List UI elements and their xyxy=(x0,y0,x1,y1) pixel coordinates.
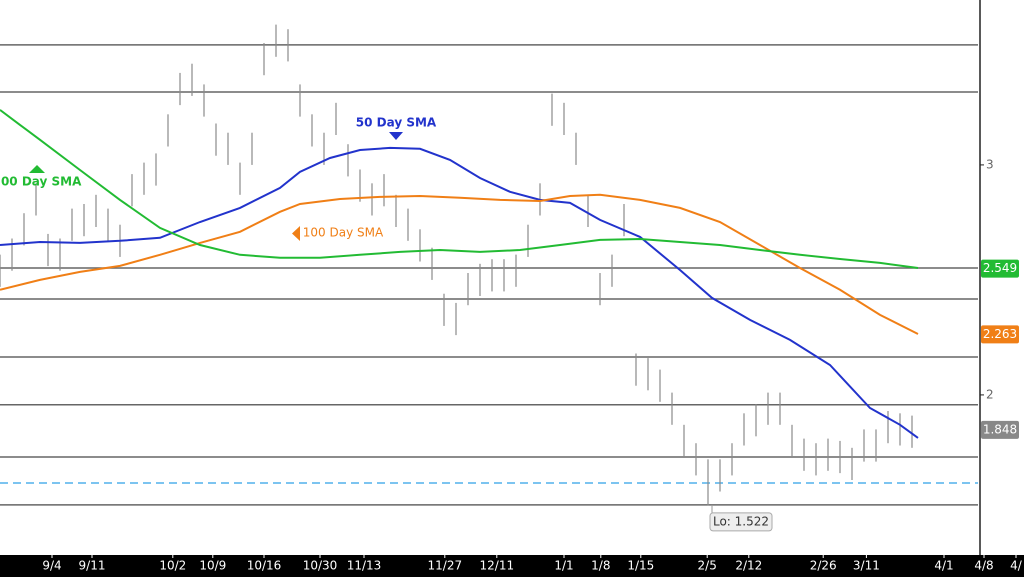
x-tick-label: 10/30 xyxy=(303,559,338,573)
x-tick-label: 9/4 xyxy=(42,559,61,573)
x-tick-label: 4/1 xyxy=(934,559,953,573)
x-axis-band xyxy=(0,555,1024,577)
y-tick-label: 3 xyxy=(986,157,994,171)
x-tick-label: 12/11 xyxy=(480,559,515,573)
series-arrow xyxy=(29,165,45,173)
sma-line xyxy=(0,193,919,335)
x-tick-label: 11/13 xyxy=(347,559,382,573)
x-tick-label: 1/8 xyxy=(591,559,610,573)
x-tick-label: 2/26 xyxy=(810,559,837,573)
low-marker-label: Lo: 1.522 xyxy=(713,514,769,528)
x-tick-label: 1/15 xyxy=(627,559,654,573)
x-tick-label: 10/2 xyxy=(159,559,186,573)
price-tag-label: 2.549 xyxy=(983,261,1017,275)
price-tag xyxy=(981,259,1019,278)
price-tag xyxy=(981,420,1019,439)
price-tag-label: 1.848 xyxy=(983,422,1017,436)
x-tick-label: 3/11 xyxy=(853,559,880,573)
x-tick-label: 4/ xyxy=(1010,559,1023,573)
x-tick-label: 1/1 xyxy=(554,559,573,573)
x-tick-label: 10/16 xyxy=(247,559,282,573)
x-tick-label: 2/5 xyxy=(698,559,717,573)
x-tick-label: 4/8 xyxy=(974,559,993,573)
y-tick-label: 2 xyxy=(986,387,994,401)
x-tick-label: 9/11 xyxy=(79,559,106,573)
x-tick-label: 2/12 xyxy=(735,559,762,573)
x-tick-label: 11/27 xyxy=(428,559,463,573)
low-marker-box xyxy=(709,512,773,532)
series-arrow xyxy=(389,132,403,140)
price-tag xyxy=(981,325,1019,344)
series-label: 100 Day SMA xyxy=(303,226,384,240)
sma-line xyxy=(0,146,919,439)
price-tag-label: 2.263 xyxy=(983,327,1017,341)
series-arrow xyxy=(292,226,300,241)
x-tick-label: 10/9 xyxy=(199,559,226,573)
sma-line xyxy=(0,109,919,269)
series-label: 50 Day SMA xyxy=(356,116,437,130)
series-label: 200 Day SMA xyxy=(0,175,82,189)
